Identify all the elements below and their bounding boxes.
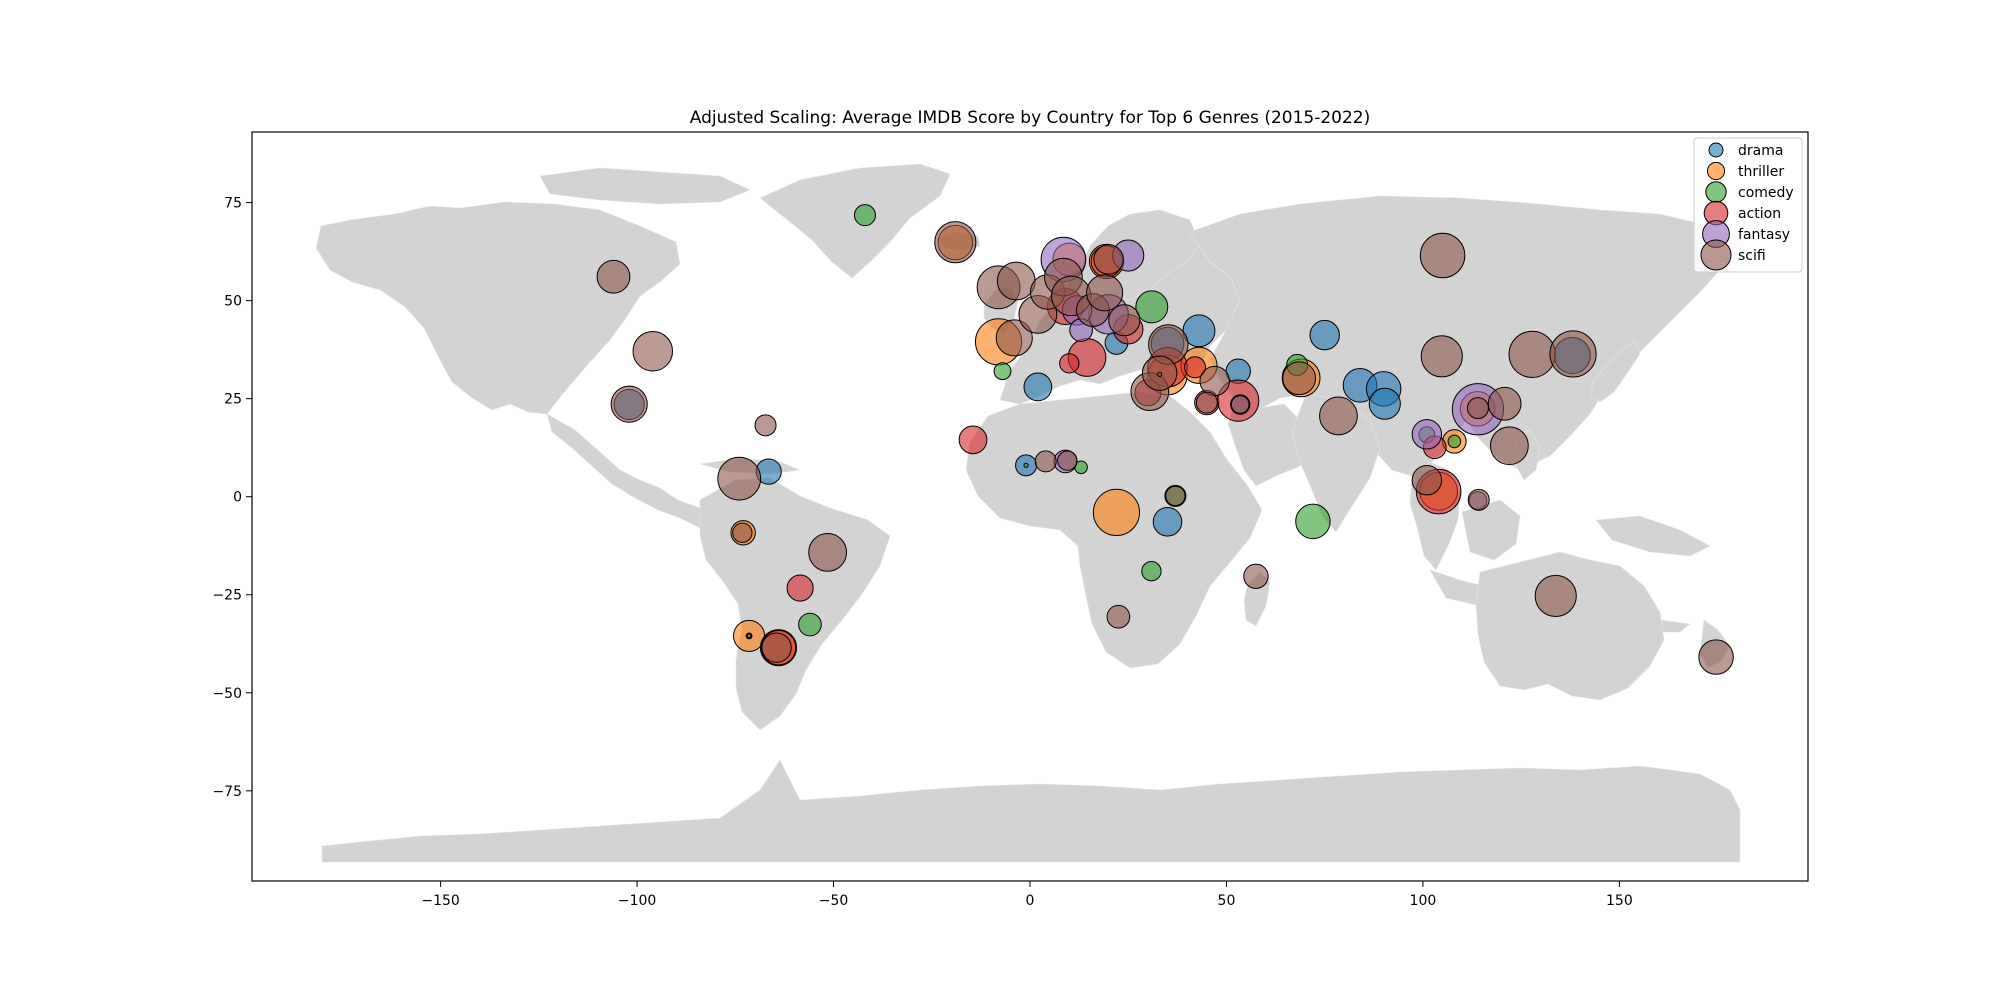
bubble-drama [1023, 372, 1053, 402]
legend-label-drama: drama [1738, 143, 1783, 159]
landmass-greenland [759, 163, 951, 279]
legend-marker-drama [1708, 142, 1724, 158]
chart-title: Adjusted Scaling: Average IMDB Score by … [690, 108, 1371, 128]
bubble-scifi [1489, 426, 1529, 466]
bubble-scifi [732, 522, 753, 543]
bubble-scifi [1034, 450, 1057, 473]
x-tick-label: 0 [1026, 893, 1035, 909]
bubble-drama [1368, 387, 1401, 420]
legend-label-thriller: thriller [1738, 164, 1784, 180]
landmass-antarctica [321, 759, 1741, 863]
legend: drama thriller comedy action fantasy scifi [1693, 137, 1803, 273]
landmass-australia [1475, 551, 1665, 701]
bubble-scifi [1108, 304, 1141, 337]
bubble-scifi [610, 385, 648, 423]
x-tick-label: 150 [1606, 893, 1633, 909]
legend-marker-comedy [1705, 181, 1727, 203]
bubble-scifi [1698, 639, 1734, 675]
legend-marker-scifi [1700, 239, 1732, 271]
landmass-borneo [1461, 499, 1521, 561]
y-axis: −75 −50 −25 0 25 50 75 [212, 196, 252, 800]
x-tick-label: −100 [618, 893, 656, 909]
bubble-scifi [995, 319, 1033, 357]
x-tick-label: 100 [1410, 893, 1437, 909]
x-tick-label: −150 [421, 893, 459, 909]
bubble-scifi [746, 633, 752, 639]
bubble-scifi [808, 532, 848, 572]
legend-marker-thriller [1706, 161, 1726, 181]
bubble-scifi [1243, 563, 1269, 589]
bubble-scifi [1230, 395, 1250, 414]
bubble-thriller [1092, 488, 1141, 536]
bubble-scifi [1195, 391, 1218, 414]
landmass-north-america [315, 201, 681, 415]
bubble-comedy [853, 204, 876, 227]
bubble-scifi [934, 221, 977, 264]
legend-label-scifi: scifi [1738, 248, 1766, 264]
bubble-scifi [1549, 330, 1597, 378]
x-tick-label: −50 [819, 893, 849, 909]
bubble-action [1184, 356, 1207, 379]
y-tick-label: 25 [224, 392, 242, 408]
landmass-india [1291, 393, 1381, 533]
bubble-scifi [1057, 450, 1078, 471]
bubble-action [958, 425, 988, 455]
bubble-scifi [1093, 244, 1124, 275]
bubble-comedy [1023, 462, 1029, 468]
x-axis: −150 −100 −50 0 50 100 150 [421, 881, 1633, 909]
y-tick-label: −50 [212, 686, 242, 702]
legend-label-action: action [1738, 206, 1781, 222]
landmass-arabia [1227, 399, 1315, 487]
y-tick-label: −25 [212, 588, 242, 604]
bubble-scifi [1420, 335, 1463, 378]
plot-area [315, 163, 1741, 863]
landmass-south-america [699, 477, 891, 731]
bubble-scifi [1508, 330, 1556, 378]
landmass-japan [1589, 339, 1641, 403]
y-tick-label: 50 [224, 294, 242, 310]
bubble-fantasy [1411, 419, 1443, 450]
bubble-scifi [632, 330, 674, 372]
bubble-scifi [996, 261, 1036, 301]
bubble-action [1059, 353, 1080, 374]
bubble-drama [1309, 319, 1340, 351]
bubble-scifi [761, 632, 792, 663]
bubble-scifi [1282, 361, 1317, 396]
bubble-scifi [1411, 465, 1443, 496]
bubble-scifi [1419, 232, 1466, 279]
bubble-layer [596, 204, 1734, 675]
bubble-scifi [717, 456, 762, 501]
bubble-scifi [596, 259, 631, 294]
landmass-new-guinea [1595, 515, 1711, 557]
bubble-scifi [1199, 365, 1230, 397]
bubble-scifi [1106, 604, 1131, 629]
bubble-comedy [1295, 503, 1331, 540]
legend-label-fantasy: fantasy [1738, 227, 1790, 243]
x-tick-label: 50 [1218, 893, 1236, 909]
landmass-central-america [546, 413, 713, 529]
bubble-action [786, 574, 814, 602]
y-tick-label: 75 [224, 196, 242, 212]
bubble-scifi [1466, 397, 1489, 420]
bubble-scifi [754, 414, 777, 437]
y-tick-label: −75 [212, 784, 242, 800]
bubble-scifi [1467, 488, 1490, 511]
bubble-comedy [1141, 561, 1162, 582]
bubble-comedy [1135, 290, 1169, 324]
bubble-scifi [1086, 274, 1124, 312]
bubble-drama [1152, 507, 1183, 537]
bubble-comedy [993, 362, 1012, 381]
bubble-comedy [798, 612, 822, 637]
bubble-scifi [1487, 386, 1522, 421]
legend-label-comedy: comedy [1738, 185, 1794, 201]
landmass-arctic-islands [539, 167, 751, 205]
y-tick-label: 0 [233, 490, 242, 506]
bubble-scifi [1157, 371, 1163, 377]
bubble-scifi [1319, 396, 1358, 436]
bubble-scifi [1534, 574, 1577, 617]
bubble-scifi [1165, 485, 1186, 507]
bubble-comedy [1447, 434, 1462, 449]
